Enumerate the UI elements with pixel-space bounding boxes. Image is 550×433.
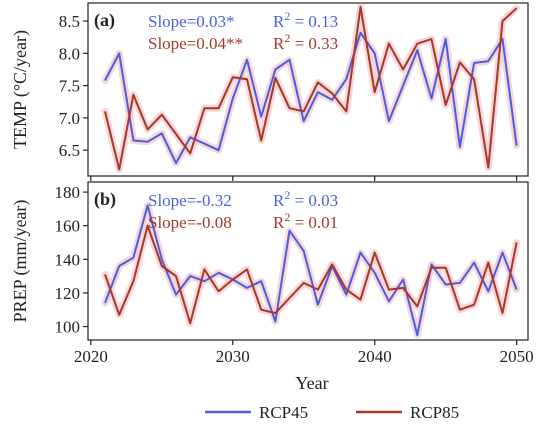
panel-b-x-tick-label: 2020	[74, 347, 108, 366]
panel-b-rcp45-r2: R2 = 0.03	[273, 188, 338, 210]
panel-b-y-tick-label: 160	[55, 217, 81, 236]
panel-b-x-tick-label: 2030	[216, 347, 250, 366]
panel-a-frame	[87, 2, 529, 177]
panel-a-y-tick-label: 7.0	[59, 109, 80, 128]
panel-a-y-tick-label: 7.5	[59, 77, 80, 96]
panel-a-rcp45-line	[104, 31, 518, 165]
panel-b-x-tick-label: 2050	[500, 347, 534, 366]
panel-b-y-tick-label: 120	[55, 284, 81, 303]
panel-b-rcp85-slope: Slope=-0.08	[148, 213, 232, 232]
panel-a: 6.5 7.0 7.5 8.0 8.5 TEMP (°C/year) (a) Slope=0.…	[10, 2, 529, 181]
legend-label-rcp45: RCP45	[259, 403, 308, 422]
panel-a-rcp45-r2: R2 = 0.13	[273, 9, 338, 31]
panel-b-rcp45-line	[104, 204, 518, 336]
panel-a-y-tick-label: 8.0	[59, 44, 80, 63]
panel-a-rcp45-slope: Slope=0.03*	[148, 12, 235, 31]
panel-b-y-tick-label: 100	[55, 318, 81, 337]
panel-b-rcp85-r2: R2 = 0.01	[273, 210, 338, 232]
panel-b-label: (b)	[94, 189, 116, 210]
panel-b: 100 120 140 160 180 2020 2030 2040 2050 PREP (mm/…	[10, 181, 534, 366]
panel-b-y-axis-title: PREP (mm/year)	[10, 200, 31, 323]
panel-a-label: (a)	[94, 10, 115, 31]
panel-b-rcp85-line	[104, 224, 518, 325]
panel-a-y-tick-label: 8.5	[59, 12, 80, 31]
panel-a-rcp85-r2: R2 = 0.33	[273, 31, 338, 53]
panel-a-y-axis-title: TEMP (°C/year)	[10, 30, 31, 149]
legend: RCP45 RCP85	[205, 403, 459, 422]
panel-a-rcp85-line	[104, 5, 518, 171]
panel-a-y-tick-label: 6.5	[59, 141, 80, 160]
panel-b-x-tick-label: 2040	[358, 347, 392, 366]
panel-b-frame	[87, 181, 529, 341]
panel-b-rcp45-slope: Slope=-0.32	[148, 191, 232, 210]
panel-a-rcp85-slope: Slope=0.04**	[148, 34, 243, 53]
panel-b-y-tick-label: 180	[55, 183, 81, 202]
panel-b-y-tick-label: 140	[55, 250, 81, 269]
x-axis-title: Year	[295, 373, 328, 393]
legend-label-rcp85: RCP85	[410, 403, 459, 422]
